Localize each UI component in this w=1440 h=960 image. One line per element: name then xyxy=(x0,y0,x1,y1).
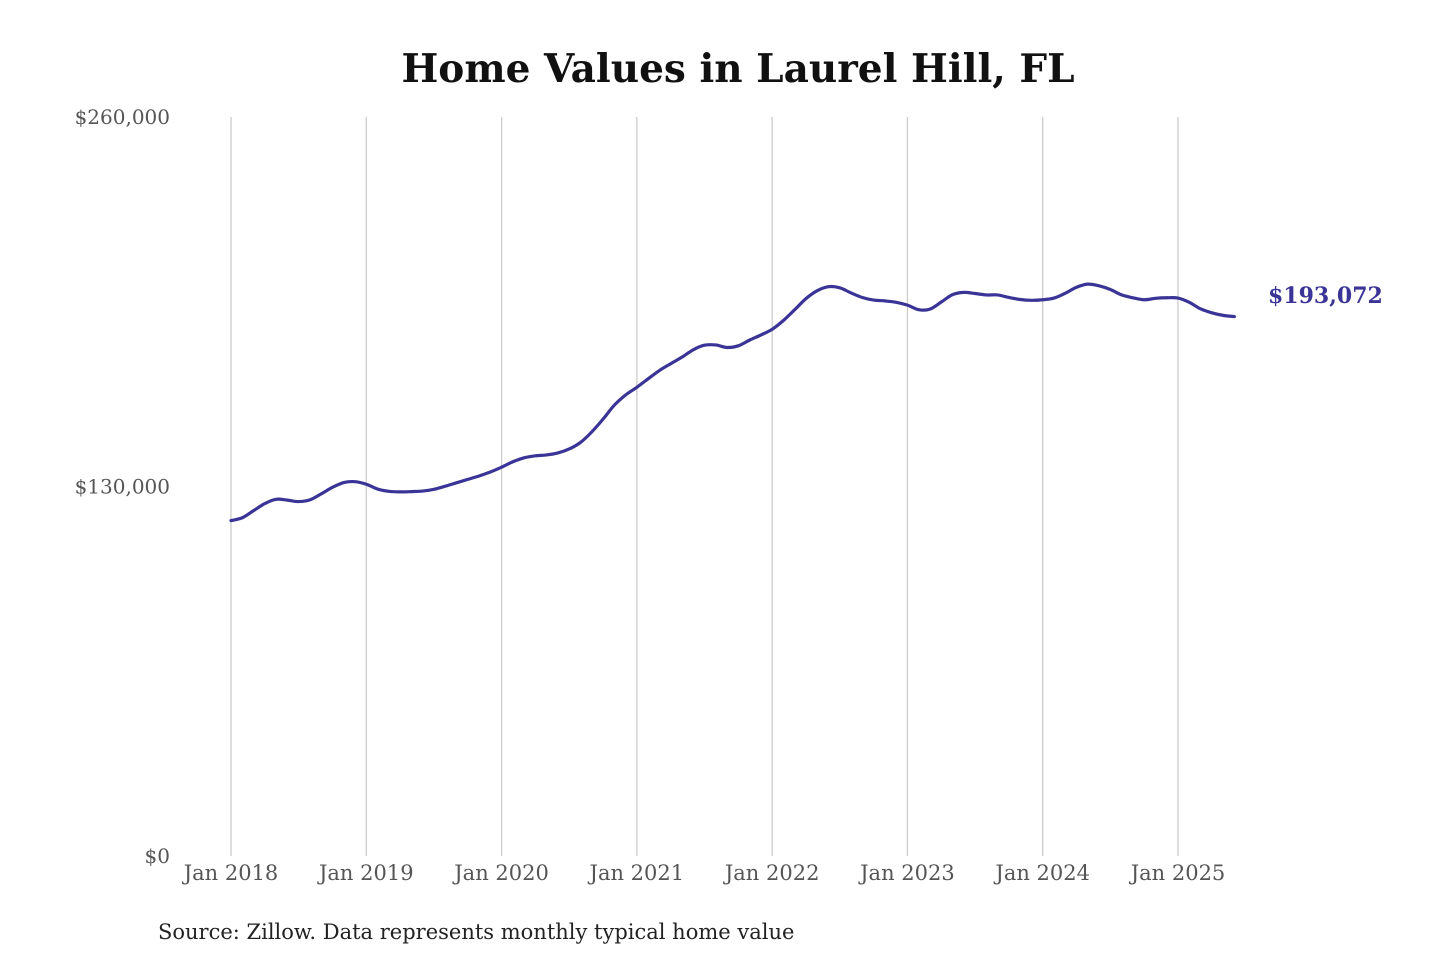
grid-lines xyxy=(230,117,1179,856)
chart-title: Home Values in Laurel Hill, FL xyxy=(401,46,1074,92)
y-axis-tick-labels: $260,000 $130,000 $0 xyxy=(75,105,170,868)
x-tick-label: Jan 2025 xyxy=(1129,861,1226,885)
x-tick-label: Jan 2024 xyxy=(993,861,1090,885)
x-tick-label: Jan 2023 xyxy=(858,861,955,885)
x-tick-label: Jan 2019 xyxy=(317,861,414,885)
y-tick-label: $0 xyxy=(145,844,170,868)
x-tick-label: Jan 2020 xyxy=(452,861,549,885)
home-value-line xyxy=(229,282,1236,523)
x-tick-label: Jan 2018 xyxy=(182,861,279,885)
y-tick-label: $130,000 xyxy=(75,475,170,499)
x-axis-tick-labels: Jan 2018 Jan 2019 Jan 2020 Jan 2021 Jan 2022… xyxy=(182,861,1226,885)
latest-value-label: $193,072 xyxy=(1268,283,1383,309)
source-note: Source: Zillow. Data represents monthly … xyxy=(158,920,794,944)
x-tick-label: Jan 2022 xyxy=(723,861,820,885)
y-tick-label: $260,000 xyxy=(75,105,170,129)
x-tick-label: Jan 2021 xyxy=(588,861,685,885)
